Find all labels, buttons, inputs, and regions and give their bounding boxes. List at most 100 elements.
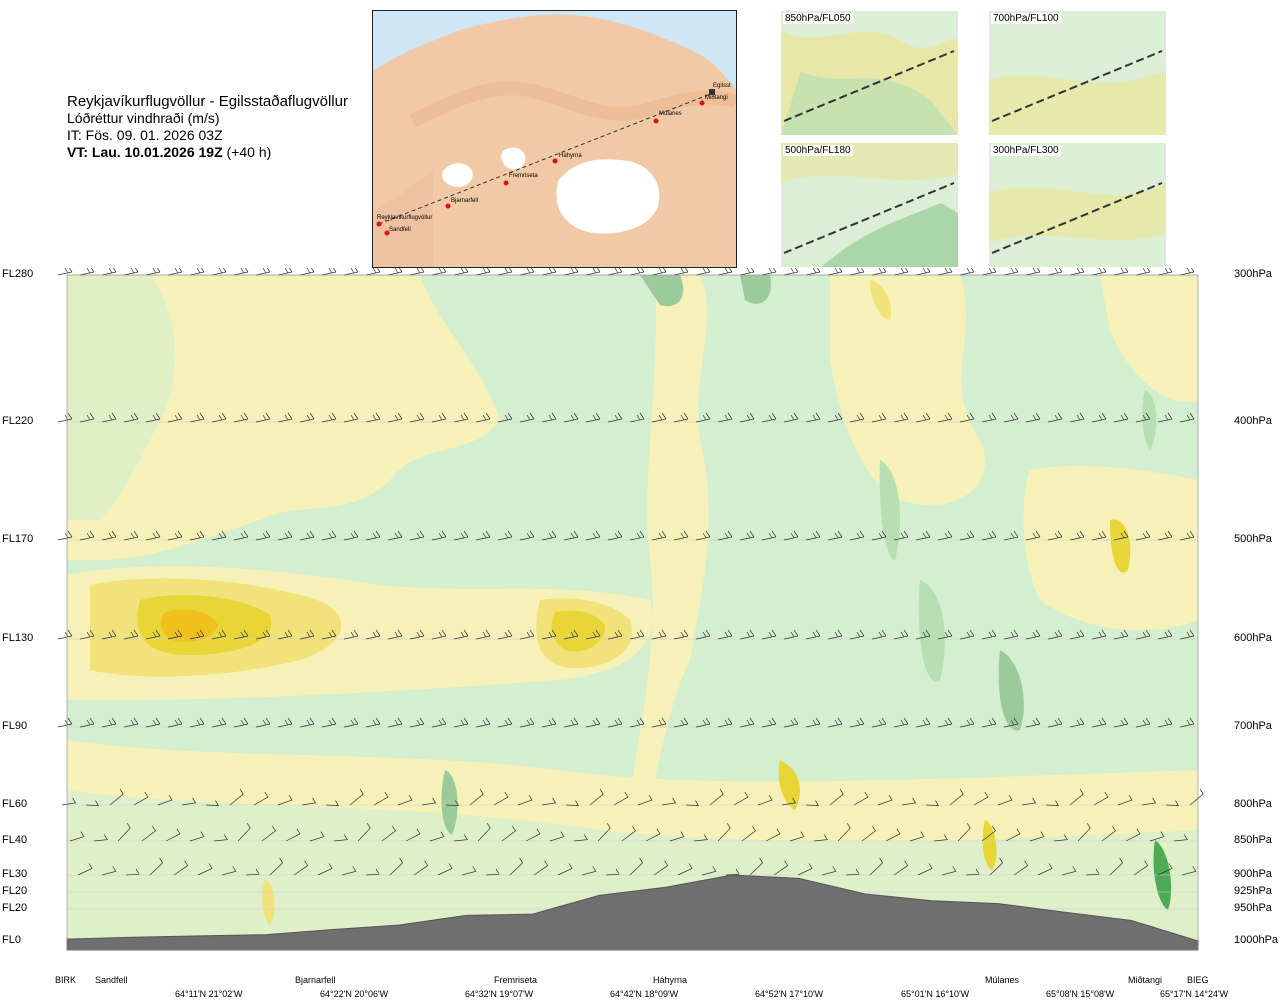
field-region xyxy=(630,275,709,800)
thumbnail-map xyxy=(781,143,958,267)
wind-barb xyxy=(1157,629,1173,640)
wind-barb xyxy=(925,800,940,806)
field-region xyxy=(740,275,771,304)
wind-barb xyxy=(77,863,93,876)
wind-barb xyxy=(343,530,359,541)
wind-barb xyxy=(133,791,149,806)
wind-barb xyxy=(1069,629,1085,640)
wind-barb xyxy=(837,823,851,842)
route-map: Reykjavíkurflugvöllur Sandfell Bjarnarfe… xyxy=(372,10,737,268)
map-point xyxy=(445,203,451,209)
wind-barb xyxy=(141,825,156,842)
wind-barb xyxy=(497,412,513,423)
wind-barb xyxy=(167,268,183,276)
wind-barb xyxy=(413,860,429,876)
wind-barb xyxy=(805,268,821,276)
valid-time: VT: Lau. 10.01.2026 19Z (+40 h) xyxy=(67,144,348,161)
wind-barb xyxy=(1029,831,1045,842)
wind-barb xyxy=(477,823,491,842)
wind-barb xyxy=(497,530,513,541)
station-label: Múlanes xyxy=(985,975,1020,985)
wind-barb xyxy=(57,629,73,640)
wind-barb xyxy=(949,789,964,806)
wind-barb xyxy=(893,717,909,728)
field-region xyxy=(1100,275,1198,402)
wind-barb xyxy=(373,791,389,806)
thumbnail-300hpa[interactable]: 300hPa/FL300 xyxy=(989,143,1166,267)
wind-barb xyxy=(453,530,469,541)
wind-barb xyxy=(915,629,931,640)
glacier-vatnajokull xyxy=(556,159,660,234)
wind-barb xyxy=(605,869,620,876)
pressure-tick-label: 700hPa xyxy=(1234,720,1272,732)
wind-barb xyxy=(917,863,933,876)
wind-barb xyxy=(1179,629,1195,640)
wind-barb xyxy=(871,629,887,640)
map-label: Egilsst xyxy=(713,83,731,89)
thumbnail-850hpa[interactable]: 850hPa/FL050 xyxy=(781,11,958,135)
station-label: Miðtangi xyxy=(1128,975,1163,985)
wind-barb xyxy=(437,863,453,876)
wind-barb xyxy=(211,530,227,541)
station-label: Bjarnarfell xyxy=(295,975,336,985)
wind-barb xyxy=(1069,717,1085,728)
thumbnail-500hpa[interactable]: 500hPa/FL180 xyxy=(781,143,958,267)
wind-barb xyxy=(1025,717,1041,728)
wind-barb xyxy=(741,825,756,842)
wind-barb xyxy=(253,791,269,806)
wind-barb xyxy=(85,800,100,806)
coordinate-label: 65°08'N 15°08'W xyxy=(1046,989,1115,999)
chart-subtitle: Lóðréttur vindhraði (m/s) xyxy=(67,110,220,126)
field-region xyxy=(998,650,1024,731)
wind-barb xyxy=(501,825,516,842)
wind-barb xyxy=(475,268,491,276)
wind-barb xyxy=(189,629,205,640)
wind-barb xyxy=(1157,268,1173,276)
wind-barb xyxy=(79,530,95,541)
wind-barb xyxy=(749,857,764,876)
thumbnail-label: 500hPa/FL180 xyxy=(783,145,853,156)
wind-barb xyxy=(959,268,975,276)
wind-barb xyxy=(387,530,403,541)
wind-barb xyxy=(1091,629,1107,640)
wind-barb xyxy=(1069,789,1084,806)
thumbnail-700hpa[interactable]: 700hPa/FL100 xyxy=(989,11,1166,135)
wind-barb xyxy=(1135,629,1151,640)
wind-barb xyxy=(343,412,359,423)
wind-barbs xyxy=(57,268,1204,876)
wind-barb xyxy=(57,530,73,541)
terrain-texture xyxy=(409,81,736,128)
wind-barb xyxy=(981,412,997,423)
wind-barb xyxy=(717,530,733,541)
wind-barb xyxy=(937,717,953,728)
wind-barb xyxy=(365,869,380,876)
wind-barb xyxy=(321,412,337,423)
wind-barb xyxy=(1141,797,1157,806)
wind-barb xyxy=(1003,530,1019,541)
wind-barb xyxy=(1091,717,1107,728)
chart-title: Reykjavíkurflugvöllur - Egilsstaðaflugvö… xyxy=(67,93,348,110)
station-label: Fremriseta xyxy=(494,975,538,985)
wind-barb xyxy=(519,268,535,276)
wind-barb xyxy=(181,797,197,806)
wind-barb xyxy=(205,800,220,806)
pressure-tick-label: 600hPa xyxy=(1234,632,1272,644)
wind-barb xyxy=(493,791,509,806)
coordinate-label: 65°17'N 14°24'W xyxy=(1160,989,1229,999)
wind-barb xyxy=(109,789,124,806)
map-label: Fremriseta xyxy=(509,173,538,179)
map-label: Sandfell xyxy=(389,227,411,233)
wind-barb xyxy=(277,268,293,276)
pressure-tick-label: 400hPa xyxy=(1234,415,1272,427)
coordinate-label: 65°01'N 16°10'W xyxy=(901,989,970,999)
wind-barb xyxy=(431,717,447,728)
wind-barb xyxy=(541,268,557,276)
thumbnail-label: 850hPa/FL050 xyxy=(783,13,853,24)
wind-barb xyxy=(581,866,597,876)
wind-barb xyxy=(517,794,533,806)
wind-barb xyxy=(101,866,117,876)
wind-barb xyxy=(717,268,733,276)
wind-barb xyxy=(673,717,689,728)
wind-barb xyxy=(827,268,843,276)
wind-barb xyxy=(629,530,645,541)
